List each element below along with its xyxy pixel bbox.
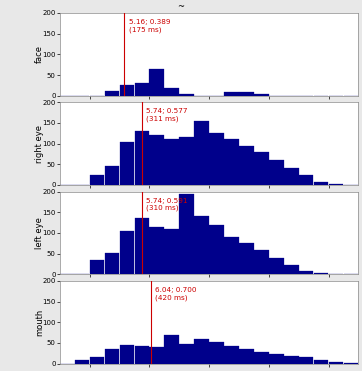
Y-axis label: right eye: right eye xyxy=(35,125,44,162)
Bar xyxy=(239,92,254,96)
Bar xyxy=(254,93,269,96)
Bar xyxy=(254,152,269,185)
Bar xyxy=(224,346,239,364)
Text: 6.04; 0.700
(420 ms): 6.04; 0.700 (420 ms) xyxy=(155,287,197,301)
Bar xyxy=(284,356,299,364)
Bar xyxy=(284,168,299,185)
Text: 5.74; 0.577
(311 ms): 5.74; 0.577 (311 ms) xyxy=(146,108,188,122)
Bar xyxy=(314,182,328,185)
Bar xyxy=(150,347,164,364)
Bar xyxy=(119,345,134,364)
Bar xyxy=(150,69,164,96)
Y-axis label: left eye: left eye xyxy=(35,217,44,249)
Bar xyxy=(239,146,254,185)
Bar xyxy=(314,360,328,364)
Bar xyxy=(299,271,313,274)
Bar xyxy=(164,88,179,96)
Bar xyxy=(329,184,343,185)
Bar xyxy=(135,346,149,364)
Bar xyxy=(209,133,224,185)
Bar xyxy=(194,121,209,185)
Text: 5.74; 0.591
(310 ms): 5.74; 0.591 (310 ms) xyxy=(146,198,188,211)
Bar xyxy=(269,258,283,274)
Bar xyxy=(344,363,358,364)
Bar xyxy=(90,357,104,364)
Bar xyxy=(179,93,194,96)
Bar xyxy=(239,243,254,274)
Bar xyxy=(194,339,209,364)
Bar xyxy=(119,231,134,274)
Bar xyxy=(135,83,149,96)
Bar xyxy=(179,344,194,364)
Bar xyxy=(284,265,299,274)
Bar xyxy=(75,360,89,364)
Bar xyxy=(209,226,224,274)
Bar xyxy=(164,335,179,364)
Bar xyxy=(105,349,119,364)
Bar xyxy=(105,166,119,185)
Bar xyxy=(90,260,104,274)
Bar xyxy=(224,139,239,185)
Bar xyxy=(269,354,283,364)
Y-axis label: mouth: mouth xyxy=(35,309,44,336)
Bar xyxy=(254,352,269,364)
Bar xyxy=(299,175,313,185)
Bar xyxy=(209,342,224,364)
Bar xyxy=(344,184,358,185)
Bar xyxy=(224,92,239,96)
Bar xyxy=(119,142,134,185)
Bar xyxy=(105,253,119,274)
Bar xyxy=(179,137,194,185)
Bar xyxy=(314,273,328,274)
Bar xyxy=(105,91,119,96)
Bar xyxy=(164,139,179,185)
Y-axis label: face: face xyxy=(35,45,44,63)
Bar xyxy=(119,85,134,96)
Bar xyxy=(329,362,343,364)
Bar xyxy=(254,250,269,274)
Bar xyxy=(269,160,283,185)
Bar xyxy=(179,194,194,274)
Bar xyxy=(164,229,179,274)
Text: ~: ~ xyxy=(177,2,185,11)
Bar xyxy=(135,131,149,185)
Bar xyxy=(150,135,164,185)
Bar xyxy=(194,216,209,274)
Bar xyxy=(224,237,239,274)
Bar xyxy=(299,357,313,364)
Bar xyxy=(239,349,254,364)
Bar xyxy=(150,227,164,274)
Bar xyxy=(90,175,104,185)
Text: 5.16; 0.389
(175 ms): 5.16; 0.389 (175 ms) xyxy=(129,19,170,33)
Bar xyxy=(135,219,149,274)
